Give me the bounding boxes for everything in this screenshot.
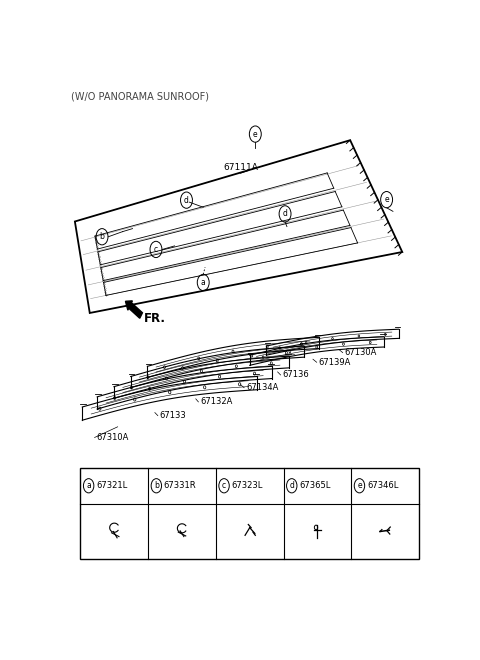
Text: a: a — [201, 278, 205, 287]
Text: 67130A: 67130A — [345, 348, 377, 357]
Text: 67133: 67133 — [160, 411, 186, 420]
Text: b: b — [154, 481, 159, 490]
Text: c: c — [154, 245, 158, 254]
Text: e: e — [357, 481, 362, 490]
Text: 67111A: 67111A — [224, 163, 259, 172]
Text: a: a — [86, 481, 91, 490]
Text: e: e — [384, 195, 389, 204]
Text: e: e — [253, 129, 258, 139]
Text: 67132A: 67132A — [200, 397, 233, 407]
Text: FR.: FR. — [144, 312, 166, 325]
Text: d: d — [289, 481, 294, 490]
Text: 67134A: 67134A — [246, 383, 278, 392]
Text: 67346L: 67346L — [367, 481, 398, 490]
Text: 67136: 67136 — [282, 370, 309, 380]
Text: 67321L: 67321L — [96, 481, 127, 490]
Text: d: d — [184, 195, 189, 205]
Text: 67331R: 67331R — [164, 481, 196, 490]
Text: 67139A: 67139A — [319, 358, 351, 367]
Text: 67365L: 67365L — [299, 481, 331, 490]
Text: (W/O PANORAMA SUNROOF): (W/O PANORAMA SUNROOF) — [71, 92, 209, 102]
Text: c: c — [222, 481, 226, 490]
Text: 67323L: 67323L — [231, 481, 263, 490]
Text: d: d — [283, 209, 288, 218]
FancyArrow shape — [125, 301, 143, 318]
Text: b: b — [99, 232, 105, 242]
Text: 67310A: 67310A — [96, 433, 129, 442]
